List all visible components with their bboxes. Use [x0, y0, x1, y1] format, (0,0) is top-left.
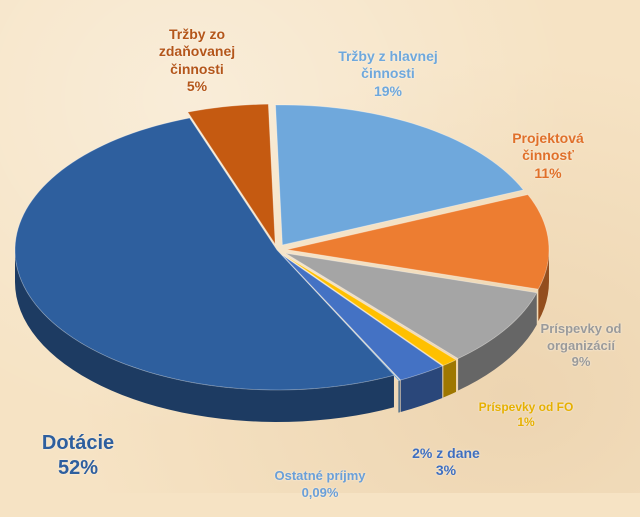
pie-tops	[14, 103, 550, 391]
label-trzby-zdanovanej: Tržby zo zdaňovanej činnosti 5%	[158, 25, 236, 95]
pie-side	[443, 359, 457, 398]
pie-slice	[285, 252, 538, 359]
pie-side	[538, 249, 549, 322]
pie-side	[398, 380, 400, 413]
pie-side	[400, 365, 443, 412]
pie-chart	[14, 103, 550, 422]
label-prispevky-fo: Príspevky od FO 1%	[478, 400, 574, 429]
pie-slice	[286, 194, 550, 290]
pie-side	[15, 250, 394, 422]
pie-sides	[15, 249, 549, 422]
pie-slice	[14, 117, 395, 391]
label-2-z-dane: 2% z dane 3%	[412, 444, 480, 479]
label-prispevky-organizacii: Príspevky od organizácií 9%	[540, 321, 622, 369]
pie-slice	[282, 254, 444, 381]
label-projektova: Projektová činnosť 11%	[512, 129, 584, 181]
label-dotacie: Dotácie 52%	[41, 432, 115, 479]
label-trzby-hlavnej: Tržby z hlavnej činnosti 19%	[338, 47, 438, 99]
pie-slice	[187, 103, 276, 246]
label-ostatne-prijmy: Ostatné príjmy 0,09%	[274, 468, 366, 500]
pie-slice	[283, 254, 457, 366]
pie-side	[458, 292, 537, 391]
pie-slice	[275, 104, 525, 246]
